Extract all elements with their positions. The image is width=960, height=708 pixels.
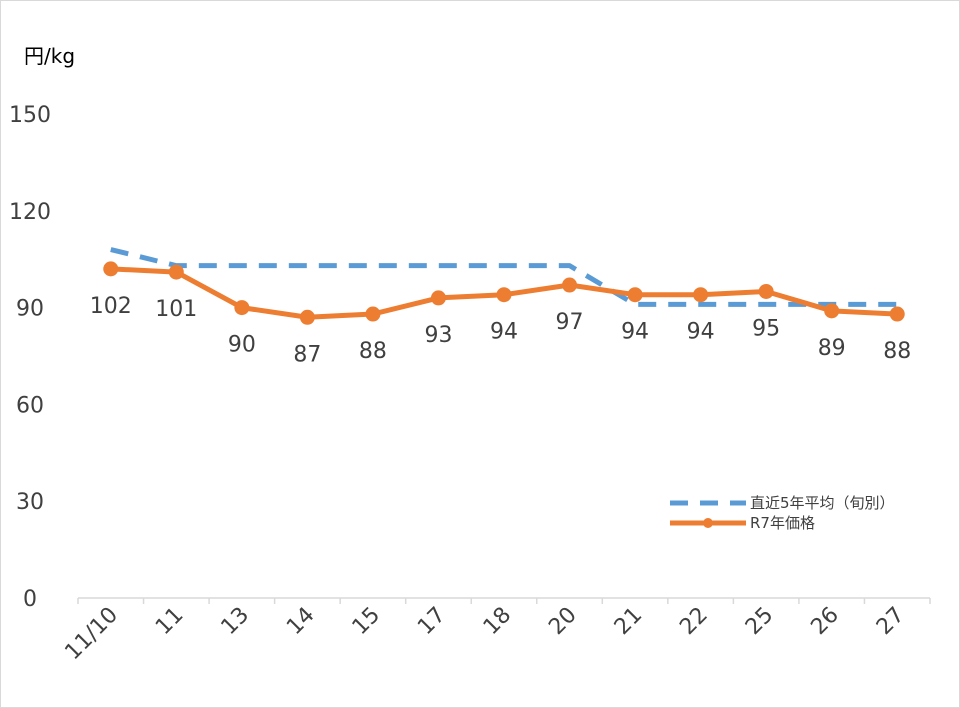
data-label: 97 [556,310,584,335]
y-axis-unit-label: 円/kg [24,44,75,68]
x-tick-label: 27 [872,603,909,640]
data-point-marker [234,300,250,316]
y-tick-label: 120 [9,200,51,225]
data-point-marker [430,290,446,306]
y-tick-label: 150 [9,103,51,128]
y-tick-label: 90 [16,297,44,322]
x-tick-label: 13 [217,603,254,640]
data-label: 94 [687,320,715,345]
y-axis-ticks: 0 30 60 90 120 150 [9,103,51,612]
data-point-marker [693,287,709,303]
data-label: 93 [424,323,452,348]
legend-label: 直近5年平均（旬別） [750,494,895,512]
data-point-marker [824,303,840,319]
data-label: 88 [359,339,387,364]
series-markers [103,261,905,325]
data-label: 87 [293,342,321,367]
data-point-marker [627,287,643,303]
data-label: 88 [883,339,911,364]
data-point-marker [365,306,381,322]
data-point-marker [496,287,512,303]
data-point-marker [299,309,315,325]
legend-swatch-marker [703,518,713,528]
data-labels: 102 101 90 87 88 93 94 97 94 94 95 89 88 [90,294,911,367]
data-label: 94 [621,320,649,345]
x-axis-ticks: 11/10 11 13 14 15 17 18 20 21 22 25 26 27 [60,598,931,666]
data-label: 90 [228,333,256,358]
data-label: 102 [90,294,132,319]
legend: 直近5年平均（旬別） R7年価格 [670,494,895,532]
data-label: 101 [155,297,197,322]
y-tick-label: 0 [23,587,37,612]
x-tick-label: 25 [741,603,778,640]
data-point-marker [562,277,578,293]
data-label: 94 [490,320,518,345]
y-tick-label: 60 [16,393,44,418]
series-lines [110,247,898,320]
x-tick-label: 20 [544,603,581,640]
data-label: 89 [818,336,846,361]
data-point-marker [889,306,905,322]
x-tick-label: 11 [151,603,188,640]
series-line [110,247,898,307]
y-tick-label: 30 [16,490,44,515]
data-point-marker [103,261,119,277]
x-tick-label: 22 [675,603,712,640]
x-tick-label: 21 [610,603,647,640]
x-tick-label: 18 [479,603,516,640]
legend-label: R7年価格 [750,514,815,532]
data-label: 95 [752,316,780,341]
data-point-marker [758,283,774,299]
x-tick-label: 11/10 [60,603,123,666]
x-tick-label: 17 [413,603,450,640]
x-tick-label: 15 [348,603,385,640]
data-point-marker [168,264,184,280]
x-tick-label: 26 [806,603,843,640]
x-tick-label: 14 [282,603,319,640]
